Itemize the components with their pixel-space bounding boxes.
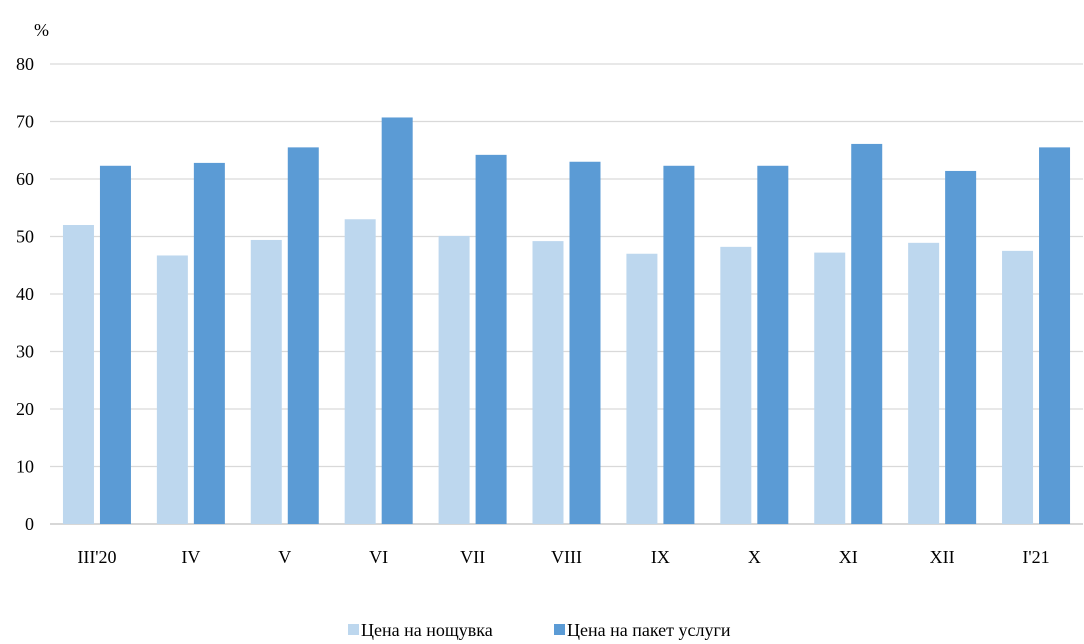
x-tick-label: III'20	[77, 547, 116, 567]
y-tick-label: 80	[16, 54, 34, 74]
y-tick-label: 20	[16, 399, 34, 419]
legend-label-2: Цена на пакет услуги	[567, 620, 731, 640]
bar-series-1-5	[438, 235, 470, 525]
bar-series-2-8	[757, 165, 789, 524]
x-tick-label: XII	[930, 547, 955, 567]
y-tick-label: 60	[16, 169, 34, 189]
bar-series-1-4	[344, 219, 376, 524]
bar-series-1-6	[532, 241, 564, 524]
x-tick-label: IX	[651, 547, 670, 567]
x-tick-label: VIII	[551, 547, 582, 567]
x-tick-label: I'21	[1022, 547, 1049, 567]
bar-series-1-11	[1002, 250, 1034, 524]
bar-series-1-10	[908, 242, 940, 524]
bar-series-1-7	[626, 253, 658, 524]
y-tick-label: 70	[16, 112, 34, 132]
bar-series-2-1	[99, 165, 131, 524]
bar-series-2-5	[475, 154, 507, 524]
bar-series-1-2	[156, 255, 188, 524]
legend-label-1: Цена на нощувка	[361, 620, 493, 640]
x-tick-label: V	[278, 547, 291, 567]
bar-series-2-11	[1039, 147, 1071, 524]
bar-series-2-9	[851, 143, 883, 525]
x-tick-label: VI	[369, 547, 388, 567]
bar-series-2-3	[287, 147, 319, 524]
y-tick-label: 10	[16, 457, 34, 477]
bar-series-1-3	[250, 239, 282, 524]
bars	[62, 117, 1071, 525]
x-tick-label: X	[748, 547, 761, 567]
bar-series-1-8	[720, 246, 752, 524]
bar-series-2-2	[193, 162, 225, 524]
bar-series-2-10	[945, 170, 977, 524]
x-tick-labels: III'20 IV V VI VII VIII IX X XI XII I'21	[77, 547, 1049, 567]
y-tick-label: 0	[25, 514, 34, 534]
legend-swatch-1	[348, 624, 359, 635]
legend-swatch-2	[554, 624, 565, 635]
bar-series-1-9	[814, 252, 846, 524]
y-tick-label: 40	[16, 284, 34, 304]
y-tick-label: 30	[16, 342, 34, 362]
bar-series-1-1	[62, 225, 94, 524]
y-tick-labels: 0 10 20 30 40 50 60 70 80	[16, 54, 34, 534]
x-tick-label: IV	[181, 547, 200, 567]
bar-series-2-7	[663, 165, 695, 524]
y-unit-label: %	[34, 20, 49, 40]
x-tick-label: XI	[839, 547, 858, 567]
legend: Цена на нощувка Цена на пакет услуги	[348, 620, 731, 640]
bar-series-2-4	[381, 117, 413, 524]
y-tick-label: 50	[16, 227, 34, 247]
x-tick-label: VII	[460, 547, 485, 567]
bar-series-2-6	[569, 161, 601, 524]
